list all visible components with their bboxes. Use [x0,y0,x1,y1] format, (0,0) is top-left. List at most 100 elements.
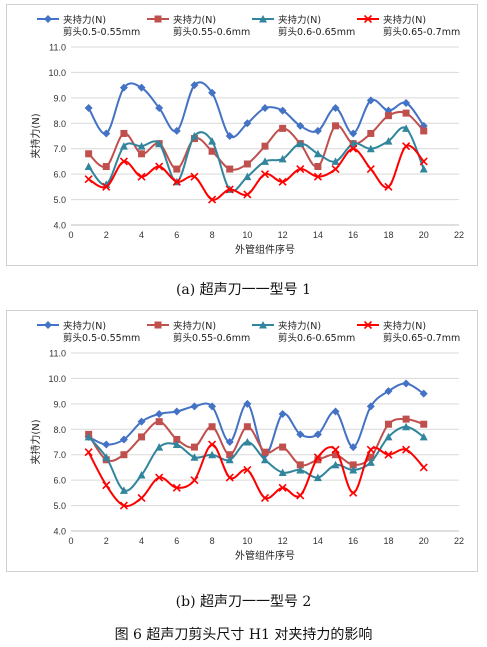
data-point [419,389,428,398]
y-tick-label: 8.0 [53,119,66,129]
legend-item: 夹持力(N)剪头0.5-0.55mm [37,14,140,38]
legend-marker [363,14,373,24]
data-point [208,440,217,449]
data-point [349,465,358,474]
data-point [190,476,199,485]
x-tick-label: 20 [419,230,429,240]
y-tick-label: 10.0 [48,68,66,78]
series-2 [85,109,428,173]
legend-sublabel: 剪头0.6-0.65mm [278,26,355,38]
legend-label: 夹持力(N) [383,14,426,26]
data-point [102,163,110,171]
x-tick-label: 4 [139,536,144,546]
chart-panel-a: 4.0 5.0 6.0 7.0 8.0 9.0 10.0 11.0 0 2 4 6 8 10 12 14 16 1… [6,4,478,266]
x-tick-label: 14 [313,230,323,240]
data-point [296,461,304,469]
data-point [243,172,252,181]
legend-sublabel: 剪头0.55-0.6mm [173,26,250,38]
data-point [102,481,111,490]
data-point [279,443,287,451]
data-point [366,458,375,466]
series-3 [84,124,428,193]
data-point [349,488,358,497]
data-point [296,164,305,174]
y-tick-label: 9.0 [53,93,66,103]
data-point [137,471,146,479]
data-point [119,157,128,166]
x-tick-label: 8 [210,230,215,240]
data-point [261,142,269,150]
data-point [190,443,198,451]
data-point [190,132,199,140]
data-point [208,423,216,431]
data-point [172,483,181,492]
y-tick-label: 7.0 [53,144,66,154]
data-point [208,450,217,459]
data-point [84,175,93,184]
data-point [173,165,181,173]
data-point [208,88,217,97]
data-point [190,81,199,90]
data-point [349,144,358,153]
data-point [225,185,234,194]
data-point [102,129,111,138]
data-point [155,410,164,419]
data-point [84,104,93,113]
data-point [138,433,146,441]
data-point [190,172,199,181]
y-tick-label: 6.0 [53,476,66,486]
data-point [367,129,375,137]
data-point [102,440,111,449]
data-point [119,83,128,92]
y-tick-label: 4.0 [53,527,66,537]
legend-item: 夹持力(N)剪头0.65-0.7mm [357,14,460,38]
data-point [313,453,322,462]
data-point [190,453,199,461]
data-point [366,402,375,411]
data-point [261,448,269,456]
y-tick-label: 5.0 [53,501,66,511]
data-point [137,417,146,426]
data-point [296,430,305,439]
data-point [366,164,375,174]
legend-label: 夹持力(N) [173,14,216,26]
data-point [155,443,164,451]
data-point [119,142,128,150]
legend-sublabel: 剪头0.6-0.65mm [278,332,355,344]
x-tick-label: 18 [383,230,393,240]
data-point [296,121,305,130]
x-tick-label: 0 [68,230,73,240]
data-point [208,147,216,155]
data-point [402,124,411,132]
data-point [137,83,146,92]
data-point [172,440,181,449]
data-point [349,139,358,148]
legend-label: 夹持力(N) [278,320,321,332]
data-point [208,137,217,145]
series-line [88,382,425,456]
data-point [313,126,322,135]
legend-marker [259,15,267,23]
data-point [366,445,375,454]
legend-marker [44,15,52,23]
data-point [225,438,234,446]
x-tick-label: 12 [278,230,288,240]
data-point [85,150,93,158]
y-tick-label: 6.0 [53,170,66,180]
data-point [155,162,164,171]
data-point [155,104,164,113]
legend-marker [363,320,373,330]
legend-item: 夹持力(N)剪头0.55-0.6mm [147,320,250,344]
y-tick-label: 11.0 [49,43,66,53]
legend-sublabel: 剪头0.5-0.55mm [63,26,140,38]
data-point [314,163,322,171]
data-point [296,465,305,474]
x-tick-label: 10 [242,230,252,240]
data-point [384,420,392,428]
legend-item: 夹持力(N)剪头0.5-0.55mm [37,320,140,344]
legend-marker [259,321,267,329]
data-point [137,142,146,150]
x-tick-label: 16 [348,536,358,546]
y-axis-title: 夹持力(N) [29,113,42,158]
data-point [243,190,252,199]
